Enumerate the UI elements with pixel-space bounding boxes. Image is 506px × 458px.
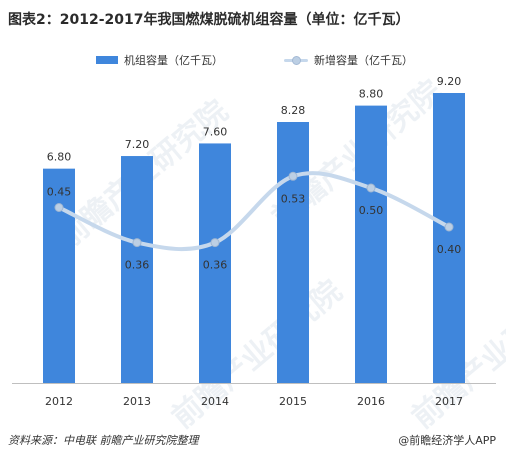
bar-value-label: 8.80 [359,88,384,101]
bar [355,105,387,383]
line-value-label: 0.40 [437,243,462,256]
legend-label-capacity: 机组容量（亿千瓦） [124,54,223,67]
bar [277,122,309,383]
bar-value-label: 9.20 [437,75,462,88]
legend-item-added: 新增容量（亿千瓦） [284,52,413,68]
line-point [132,238,142,248]
bar-value-label: 7.20 [125,138,150,151]
legend-item-capacity: 机组容量（亿千瓦） [96,52,223,68]
credit-note: @前瞻经济学人APP [398,434,496,447]
bar-value-label: 8.28 [281,104,306,117]
bar-value-label: 7.60 [203,125,228,138]
line-point [54,203,64,212]
line-value-label: 0.36 [125,259,150,272]
bar [199,143,231,383]
bar [43,168,75,383]
source-note: 资料来源：中电联 前瞻产业研究院整理 [8,434,199,447]
legend-label-added: 新增容量（亿千瓦） [314,54,413,67]
x-tick-label: 2012 [45,395,73,408]
legend-swatch-bar [96,56,118,64]
x-tick-label: 2014 [201,395,229,408]
line-value-label: 0.45 [47,186,72,199]
bar [121,156,153,383]
line-series-added [57,171,451,252]
line-point [210,238,220,248]
bar-value-label: 6.80 [47,151,72,164]
line-point [288,171,298,181]
x-tick-label: 2013 [123,395,151,408]
x-tick-label: 2017 [435,395,463,408]
legend: 机组容量（亿千瓦） 新增容量（亿千瓦） [0,52,506,68]
line-point [366,183,376,193]
legend-swatch-line [284,56,308,65]
x-tick-label: 2016 [357,395,385,408]
line-value-label: 0.53 [281,192,306,205]
line-point [444,222,454,232]
line-value-label: 0.36 [203,259,228,272]
chart-title: 图表2：2012-2017年我国燃煤脱硫机组容量（单位：亿千瓦） [8,12,410,28]
line-value-label: 0.50 [359,204,384,217]
bar [433,93,465,383]
x-tick-label: 2015 [279,395,307,408]
